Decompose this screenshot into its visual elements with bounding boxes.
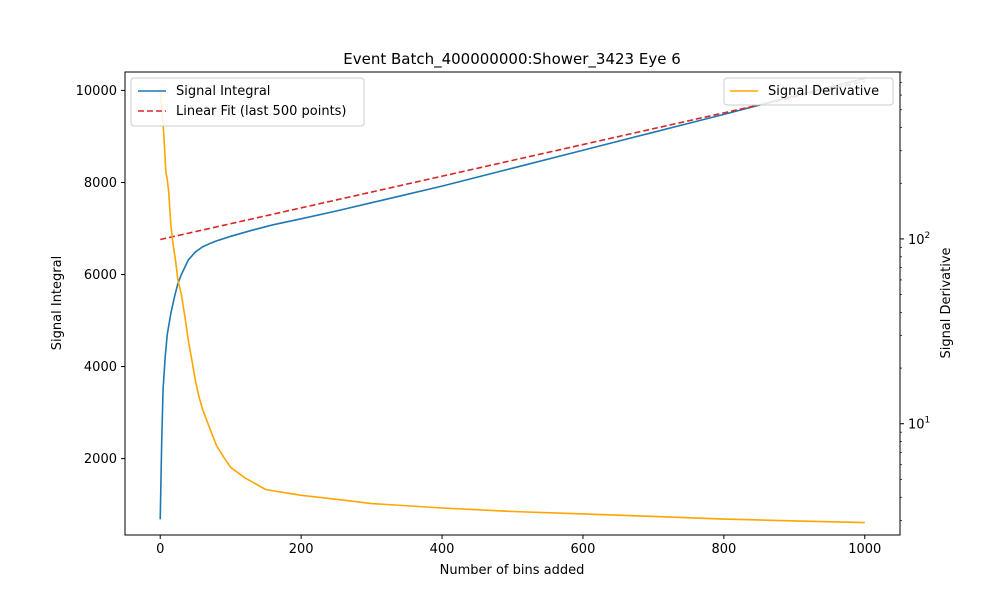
series-line-signal-derivative [159, 88, 865, 524]
x-tick-label: 600 [571, 542, 596, 557]
y-tick-label: 10000 [76, 84, 117, 99]
x-tick-label: 1000 [848, 542, 881, 557]
legend-entry-signal-derivative: Signal Derivative [768, 84, 879, 99]
y-axis-right: 101 102 [900, 71, 930, 521]
plot-area [159, 77, 865, 524]
y2-tick-label: 101 [908, 416, 930, 433]
x-axis: 0 200 400 600 800 1000 [156, 535, 881, 557]
y2-axis-label: Signal Derivative [939, 247, 954, 358]
x-tick-label: 400 [430, 542, 455, 557]
y-tick-label: 2000 [84, 452, 117, 467]
x-tick-label: 0 [156, 542, 164, 557]
legend-right-box [723, 77, 894, 106]
y-axis-label: Signal Integral [50, 256, 65, 350]
y-axis-left: 2000 4000 6000 8000 10000 [76, 84, 125, 467]
axes-frame [124, 71, 901, 536]
series-line-signal-integral [159, 77, 865, 520]
y-tick-label: 6000 [84, 268, 117, 283]
legend-entry-linear-fit: Linear Fit (last 500 points) [176, 104, 347, 119]
y-tick-label: 4000 [84, 360, 117, 375]
legend-right: Signal Derivative [723, 77, 894, 106]
x-tick-label: 200 [289, 542, 314, 557]
legend-left-box [130, 77, 365, 127]
legend-left: Signal Integral Linear Fit (last 500 poi… [130, 77, 365, 127]
x-tick-label: 800 [711, 542, 736, 557]
y-tick-label: 8000 [84, 176, 117, 191]
legend-entry-signal-integral: Signal Integral [176, 84, 270, 99]
series-line-linear-fit-last-500-points [160, 80, 865, 241]
y2-tick-label: 102 [908, 231, 930, 248]
chart-title: Event Batch_400000000:Shower_3423 Eye 6 [343, 50, 681, 69]
x-axis-label: Number of bins added [440, 563, 585, 578]
